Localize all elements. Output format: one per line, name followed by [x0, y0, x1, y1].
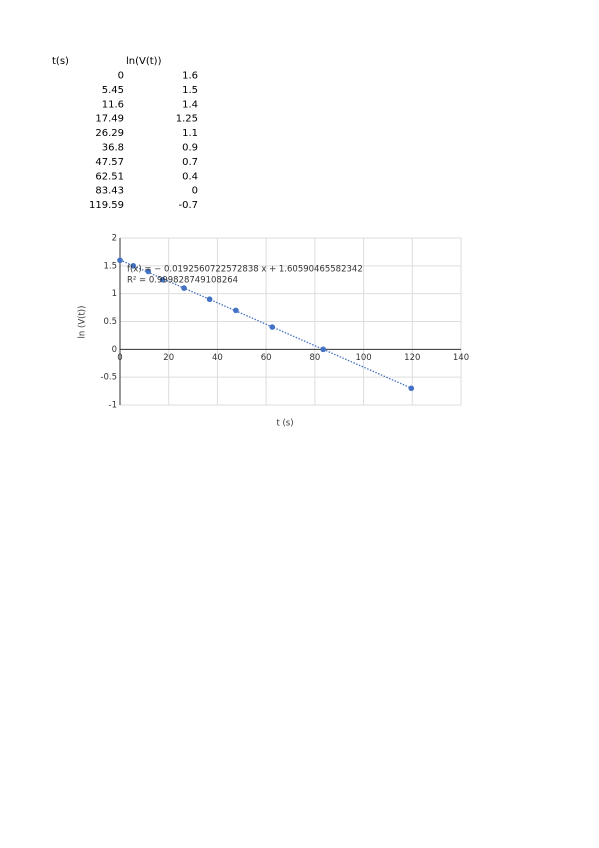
table-cell: 83.43	[95, 186, 124, 197]
data-point	[408, 385, 415, 392]
table-header: ln(V(t))	[126, 56, 162, 67]
table-cell: -0.7	[178, 200, 198, 211]
data-point	[269, 324, 276, 330]
y-tick-label: -1	[109, 401, 117, 411]
x-tick-label: 60	[261, 353, 272, 363]
x-tick-label: 40	[212, 353, 223, 363]
table-cell: 11.6	[102, 99, 124, 110]
y-axis-label: ln (V(t))	[78, 306, 88, 339]
table-cell: 1.25	[176, 114, 198, 125]
table-cell: 0	[192, 186, 198, 197]
table-cell: 5.45	[102, 85, 124, 96]
trendline	[119, 259, 412, 389]
table-cell: 36.8	[102, 143, 124, 154]
x-axis-label: t (s)	[276, 419, 293, 429]
y-tick-label: -0.5	[100, 373, 117, 383]
y-tick-label: 2	[112, 234, 117, 244]
trendline-equation: f(x) = − 0.0192560722572838 x + 1.605904…	[127, 265, 363, 275]
data-point	[159, 276, 166, 283]
table-cell: 17.49	[95, 114, 124, 125]
data-point	[181, 285, 187, 291]
y-tick-label: 1.5	[103, 261, 117, 271]
table-cell: 47.57	[95, 157, 124, 168]
table-cell: 119.59	[89, 200, 124, 211]
table-cell: 1.6	[182, 71, 198, 82]
data-point	[320, 346, 327, 353]
trendline-r2: R² = 0.999828749108264	[127, 276, 238, 286]
x-tick-label: 100	[355, 353, 371, 363]
x-tick-label: 20	[163, 353, 174, 363]
table-cell: 1.4	[182, 99, 198, 110]
table-cell: 62.51	[95, 171, 124, 182]
data-point	[233, 307, 239, 314]
y-tick-label: 0	[112, 345, 117, 355]
x-tick-label: 80	[309, 353, 320, 363]
table-cell: 0.4	[182, 171, 198, 182]
data-point	[130, 263, 137, 269]
x-tick-label: 140	[453, 353, 469, 363]
table-cell: 1.5	[182, 85, 198, 96]
y-tick-label: 1	[112, 289, 117, 299]
table-cell: 1.1	[182, 128, 198, 139]
y-tick-label: 0.5	[103, 317, 117, 327]
table-header: t(s)	[52, 56, 69, 67]
table-cell: 0.9	[182, 143, 198, 154]
table-cell: 0.7	[182, 157, 198, 168]
data-point	[117, 257, 123, 264]
table-cell: 26.29	[95, 128, 124, 139]
data-point	[206, 296, 213, 303]
data-point	[145, 268, 152, 275]
table-cell: 0	[118, 71, 124, 82]
x-tick-label: 120	[404, 353, 420, 363]
